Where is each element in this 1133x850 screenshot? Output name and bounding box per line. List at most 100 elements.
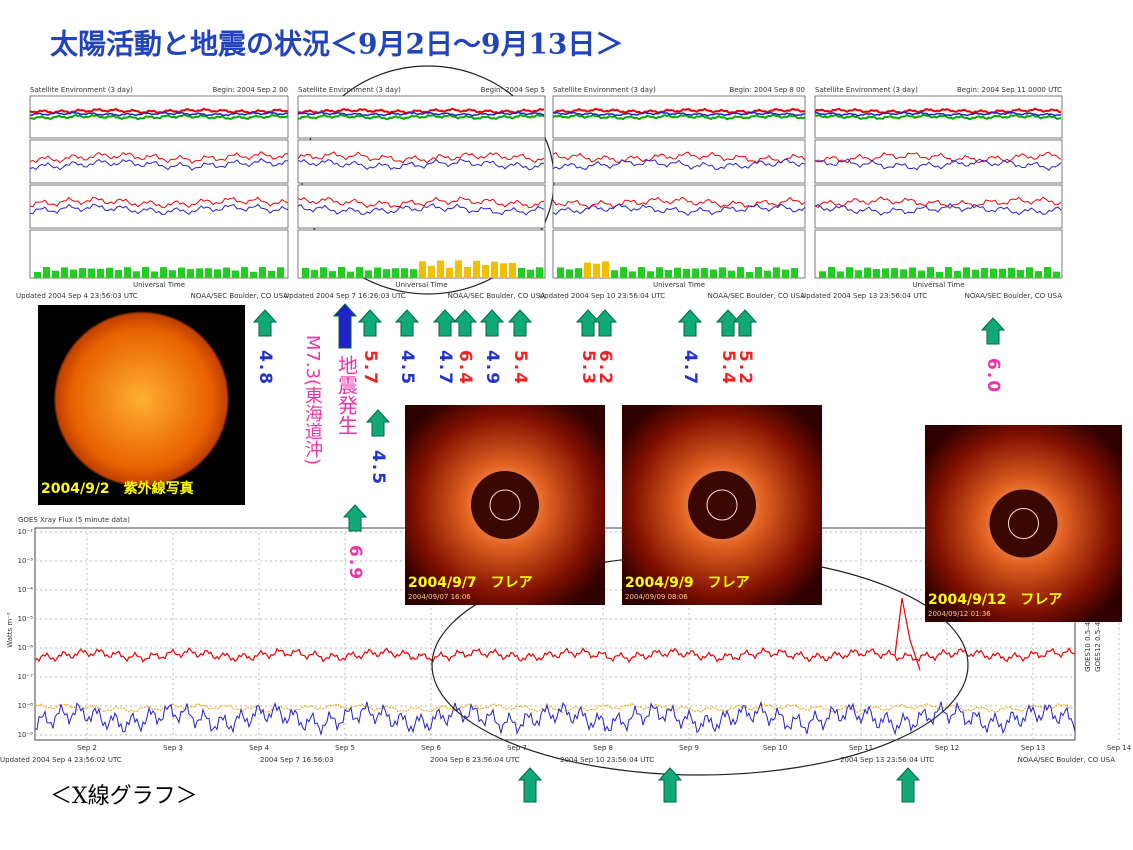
occulter [471, 471, 539, 539]
xray-updated: 2004 Sep 13 23:56:04 UTC [840, 756, 934, 764]
panel-header: Satellite Environment (3 day) [30, 86, 133, 94]
trace [297, 158, 545, 171]
kp-bar [620, 267, 627, 278]
kp-bar [142, 267, 149, 278]
kp-bar [491, 261, 498, 278]
kp-bar [1008, 267, 1015, 278]
quake-magnitude: 5.2 [735, 350, 755, 386]
xray-x-tick: Sep 7 [507, 744, 527, 752]
kp-bar [1053, 271, 1060, 278]
credit: NOAA/SEC Boulder, CO USA [708, 292, 806, 300]
kp-bar [133, 271, 140, 278]
trace [814, 107, 1062, 115]
kp-bar [374, 267, 381, 278]
trace [297, 203, 545, 216]
panel-updated: Updated 2004 Sep 4 23:56:03 UTC [16, 292, 138, 300]
xray-x-tick: Sep 11 [849, 744, 873, 752]
xray-y-tick: 10⁻⁵ [18, 615, 34, 623]
trace [297, 107, 545, 115]
kp-bar [446, 267, 453, 278]
subplot [29, 229, 289, 279]
kp-bar [611, 270, 618, 278]
kp-bar [356, 267, 363, 278]
sun-ring [1008, 508, 1039, 539]
xray-x-tick: Sep 14 [1107, 744, 1132, 752]
subplot [552, 139, 806, 184]
trace [29, 107, 289, 115]
photo-caption: 2004/9/2 紫外線写真 [41, 480, 194, 497]
xray-trace [34, 700, 1076, 736]
quake-arrow [592, 309, 618, 337]
kp-bar [674, 267, 681, 278]
quake-magnitude: 6.0 [983, 358, 1003, 394]
kp-bar [88, 268, 95, 278]
xray-x-tick: Sep 3 [163, 744, 183, 752]
trace [814, 151, 1062, 163]
occulter [688, 471, 756, 539]
xray-x-tick: Sep 10 [763, 744, 787, 752]
quake-arrow [732, 309, 758, 337]
xray-y-tick: 10⁻⁹ [18, 731, 34, 739]
xray-legend: GOES10 0.5–4.0 A [1084, 608, 1092, 672]
kp-bar [464, 266, 471, 278]
credit: NOAA/SEC Boulder, CO USA [965, 292, 1063, 300]
xray-updated: 2004 Sep 7 16:56:03 [260, 756, 334, 764]
kp-bar [963, 267, 970, 278]
quake-arrow [394, 309, 420, 337]
trace [814, 202, 1062, 216]
panel-begin: Begin: 2004 Sep 2 00 [212, 86, 288, 94]
kp-bar [909, 267, 916, 278]
quake-arrow [980, 317, 1006, 345]
quake-magnitude: 5.4 [510, 350, 530, 386]
kp-bar [232, 270, 239, 278]
kp-bar [584, 262, 591, 278]
kp-bar [882, 268, 889, 278]
kp-bar [241, 267, 248, 278]
flare-arrow [517, 767, 543, 803]
kp-bar [259, 267, 266, 278]
kp-bar [527, 269, 534, 278]
quake-arrow [575, 309, 601, 337]
kp-bar [34, 272, 41, 278]
subplot [814, 184, 1063, 229]
sun-ring [706, 489, 738, 521]
xray-y-tick: 10⁻⁷ [18, 673, 34, 681]
kp-bar [160, 267, 167, 278]
trace [814, 196, 1062, 209]
kp-bar [900, 269, 907, 278]
quake-main-magnitude: M7.3(東海道沖) [302, 335, 323, 465]
credit: NOAA/SEC Boulder, CO USA [448, 292, 546, 300]
kp-bar [629, 271, 636, 278]
quake-magnitude: 4.8 [255, 350, 275, 386]
kp-bar [61, 267, 68, 278]
trace [29, 151, 288, 164]
kp-bar [151, 271, 158, 278]
kp-bar [936, 271, 943, 278]
kp-bar [187, 269, 194, 278]
kp-bar [223, 267, 230, 278]
xray-x-tick: Sep 8 [593, 744, 613, 752]
quake-magnitude: 6.2 [595, 350, 615, 386]
kp-bar [277, 267, 284, 278]
title: 太陽活動と地震の状況＜9月2日～9月13日＞ [50, 28, 623, 61]
xray-x-tick: Sep 6 [421, 744, 441, 752]
trace [552, 158, 806, 170]
kp-bar [593, 263, 600, 278]
trace [814, 113, 1062, 121]
kp-bar [972, 269, 979, 278]
kp-bar [864, 267, 871, 278]
credit: NOAA/SEC Boulder, CO USA [191, 292, 289, 300]
subplot [29, 139, 289, 184]
quake-arrow [452, 309, 478, 337]
kp-bar [737, 267, 744, 278]
kp-bar [764, 270, 771, 278]
kp-bar [500, 263, 507, 278]
kp-bar [999, 268, 1006, 278]
quake-magnitude: 4.7 [435, 350, 455, 386]
kp-bar [990, 268, 997, 278]
xray-trace [34, 702, 1074, 714]
panel-axis-title: Universal Time [653, 281, 705, 289]
trace [552, 113, 806, 121]
kp-bar [268, 270, 275, 278]
